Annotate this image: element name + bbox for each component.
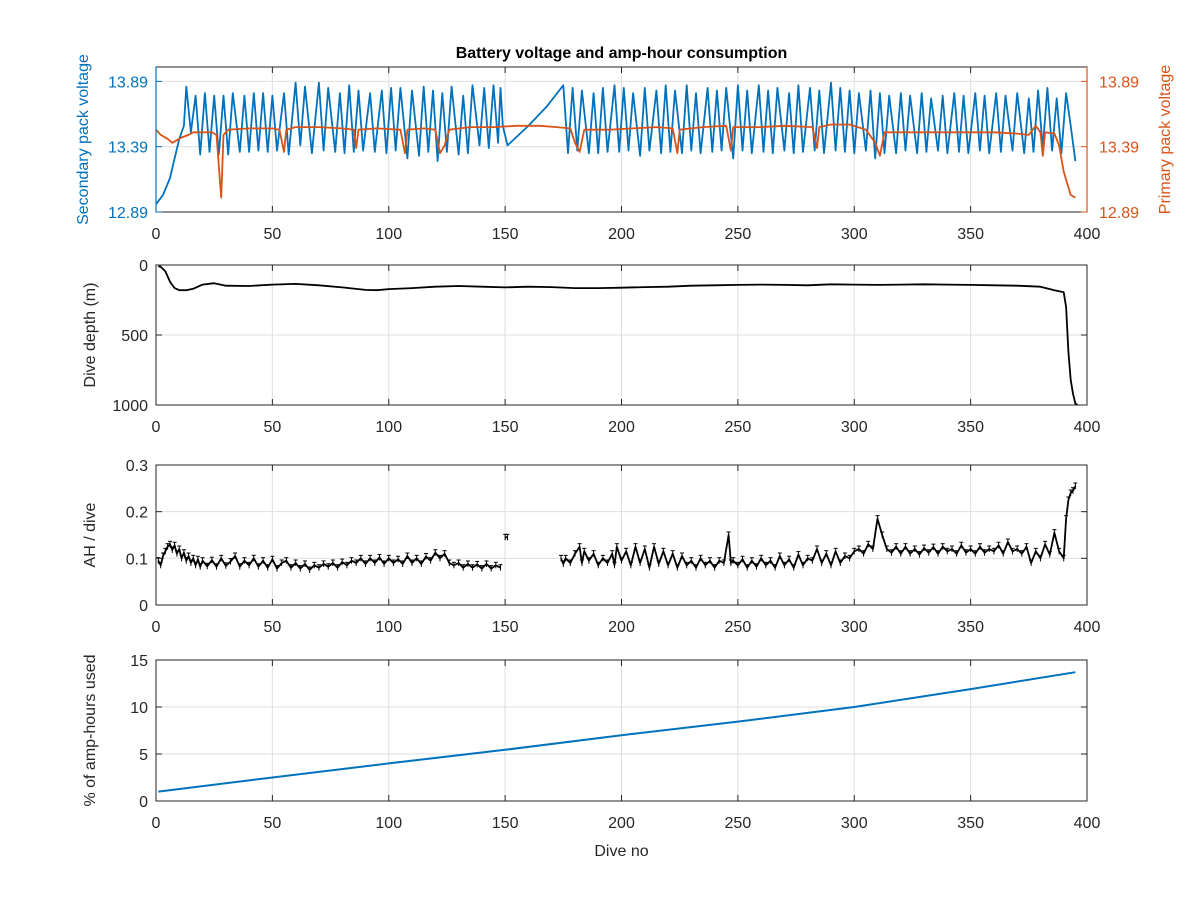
series-line: [158, 671, 1076, 793]
x-tick-label: 0: [152, 226, 161, 243]
panel-2: 0 50 100 150 200 250 300 350 400 0 500 1000 Dive dep…: [82, 258, 1100, 436]
y-tick-label: 0: [139, 794, 148, 811]
x-tick-label: 350: [957, 815, 984, 832]
x-tick-label: 100: [375, 619, 402, 636]
y-axis-label: Secondary pack voltage: [75, 54, 92, 225]
x-tick-label: 150: [492, 419, 519, 436]
x-tick-label: 300: [841, 226, 868, 243]
y-tick-label: 0: [139, 598, 148, 615]
x-tick-label: 100: [375, 815, 402, 832]
y-axis-label: % of amp-hours used: [82, 654, 99, 806]
x-tick-label: 200: [608, 619, 635, 636]
y-axis-label: AH / dive: [82, 502, 99, 567]
x-tick-label: 400: [1074, 815, 1101, 832]
x-tick-label: 50: [263, 619, 281, 636]
x-tick-label: 350: [957, 619, 984, 636]
x-tick-label: 200: [608, 419, 635, 436]
series-line: [560, 485, 1077, 569]
x-tick-label: 300: [841, 815, 868, 832]
x-tick-label: 200: [608, 226, 635, 243]
x-tick-label: 0: [152, 619, 161, 636]
y-tick-label: 0: [139, 258, 148, 275]
primary-voltage-line: [156, 123, 1076, 199]
chart-title: Battery voltage and amp-hour consumption: [456, 45, 788, 62]
y-tick-label-right: 13.89: [1099, 74, 1139, 91]
x-axis-label: Dive no: [594, 843, 648, 860]
y-tick-label: 0.3: [126, 458, 148, 475]
x-tick-label: 400: [1074, 619, 1101, 636]
y-tick-label: 10: [130, 700, 148, 717]
panel-3: 0 50 100 150 200 250 300 350 400 0 0.1 0.2 0.3 AH / d…: [82, 458, 1100, 636]
y-tick-label: 500: [121, 328, 148, 345]
y-axis-label: Dive depth (m): [82, 283, 99, 388]
y-tick-label: 13.89: [108, 74, 148, 91]
y-tick-label: 12.89: [108, 205, 148, 222]
x-tick-label: 150: [492, 815, 519, 832]
y-tick-label: 0.1: [126, 551, 148, 568]
panel-1: 0 50 100 150 200 250 300 350 400 12.89 12.89 13.39 1…: [75, 45, 1174, 243]
x-tick-label: 350: [957, 419, 984, 436]
x-tick-label: 400: [1074, 226, 1101, 243]
x-tick-label: 400: [1074, 419, 1101, 436]
x-tick-label: 50: [263, 419, 281, 436]
y-tick-label: 5: [139, 747, 148, 764]
y-tick-label-right: 12.89: [1099, 205, 1139, 222]
series-line: [158, 265, 1079, 405]
x-tick-label: 250: [725, 815, 752, 832]
x-tick-label: 250: [725, 226, 752, 243]
secondary-voltage-line: [156, 81, 1077, 205]
panel-4: 0 50 100 150 200 250 300 350 400 0 5 10 15 % of amp-h…: [82, 653, 1100, 860]
x-tick-label: 300: [841, 619, 868, 636]
y-tick-label: 0.2: [126, 505, 148, 522]
x-tick-label: 200: [608, 815, 635, 832]
y-tick-label: 1000: [112, 398, 148, 415]
x-tick-label: 250: [725, 619, 752, 636]
y-tick-label: 15: [130, 653, 148, 670]
x-tick-label: 300: [841, 419, 868, 436]
x-tick-label: 250: [725, 419, 752, 436]
x-tick-label: 150: [492, 226, 519, 243]
y-axis-label-right: Primary pack voltage: [1157, 65, 1174, 214]
x-tick-label: 100: [375, 419, 402, 436]
x-tick-label: 50: [263, 815, 281, 832]
x-tick-label: 150: [492, 619, 519, 636]
x-tick-label: 350: [957, 226, 984, 243]
x-tick-label: 0: [152, 419, 161, 436]
x-tick-label: 0: [152, 815, 161, 832]
y-tick-label: 13.39: [108, 140, 148, 157]
y-tick-label-right: 13.39: [1099, 140, 1139, 157]
x-tick-label: 100: [375, 226, 402, 243]
x-tick-label: 50: [263, 226, 281, 243]
